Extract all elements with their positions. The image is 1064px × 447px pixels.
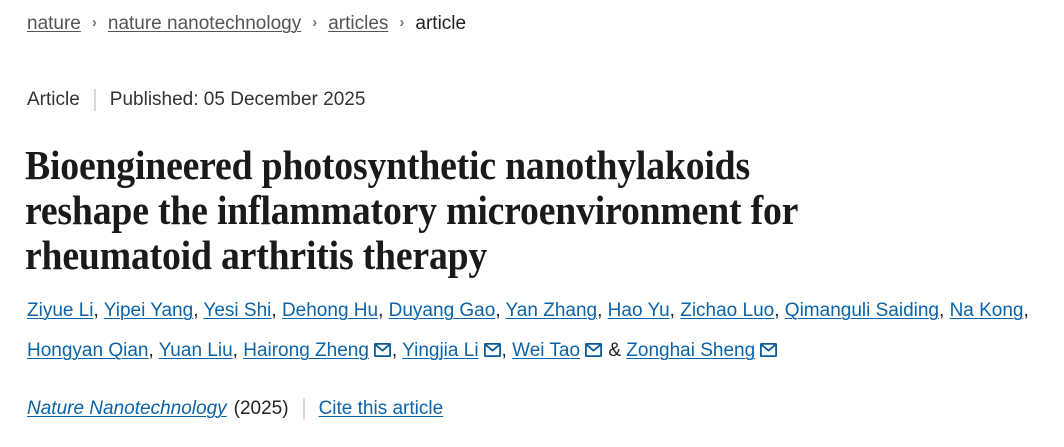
author-separator: , [391,340,403,361]
author-link[interactable]: Yipei Yang [103,300,194,321]
meta-divider [93,89,96,111]
breadcrumb-item-articles[interactable]: articles [328,13,389,34]
breadcrumb-item-nature-nanotechnology[interactable]: nature nanotechnology [107,13,302,34]
author-link[interactable]: Duyang Gao [388,300,496,321]
author-link[interactable]: Qimanguli Saiding [784,300,939,321]
envelope-icon[interactable] [373,343,391,357]
journal-divider [302,398,305,420]
author-link[interactable]: Hairong Zheng [243,340,369,361]
journal-citation: Nature Nanotechnology (2025) Cite this a… [27,396,443,422]
author-separator: , [1023,300,1029,321]
author-separator: , [495,300,506,321]
article-meta: Article Published: 05 December 2025 [27,87,365,113]
author-link[interactable]: Hao Yu [607,300,670,321]
breadcrumb-item-nature[interactable]: nature [27,13,81,34]
breadcrumb-separator-icon: › [312,14,318,31]
envelope-icon[interactable] [585,343,603,357]
author-separator: & [603,340,627,361]
author-link[interactable]: Yingjia Li [402,340,479,361]
author-link[interactable]: Ziyue Li [27,300,94,321]
envelope-icon[interactable] [483,343,501,357]
envelope-icon[interactable] [760,343,778,357]
author-separator: , [774,300,785,321]
breadcrumb-separator-icon: › [399,14,405,31]
page-title: Bioengineered photosynthetic nanothylako… [25,142,798,279]
author-separator: , [193,300,204,321]
author-link[interactable]: Yan Zhang [505,300,598,321]
journal-year: (2025) [233,398,289,419]
author-separator: , [939,300,950,321]
author-separator: , [597,300,608,321]
breadcrumb-item-article: article [415,13,467,34]
author-separator: , [232,340,244,361]
author-link[interactable]: Wei Tao [512,340,581,361]
cite-this-article-link[interactable]: Cite this article [318,398,444,419]
author-separator: , [669,300,681,321]
author-separator: , [148,340,159,361]
author-link[interactable]: Na Kong [949,300,1024,321]
article-type-label: Article [27,89,80,110]
published-date: Published: 05 December 2025 [109,89,366,110]
author-link[interactable]: Yuan Liu [158,340,233,361]
author-separator: , [378,300,389,321]
author-link[interactable]: Hongyan Qian [27,340,149,361]
author-link[interactable]: Dehong Hu [281,300,379,321]
author-separator: , [93,300,104,321]
author-list: Ziyue Li, Yipei Yang, Yesi Shi, Dehong H… [27,291,1039,371]
author-link[interactable]: Zonghai Sheng [626,340,756,361]
journal-name-link[interactable]: Nature Nanotechnology [27,398,227,419]
author-link[interactable]: Zichao Luo [680,300,775,321]
author-separator: , [501,340,513,361]
breadcrumb: nature › nature nanotechnology › articles › ar… [27,11,466,37]
author-link[interactable]: Yesi Shi [203,300,272,321]
breadcrumb-separator-icon: › [91,14,97,31]
author-separator: , [271,300,282,321]
